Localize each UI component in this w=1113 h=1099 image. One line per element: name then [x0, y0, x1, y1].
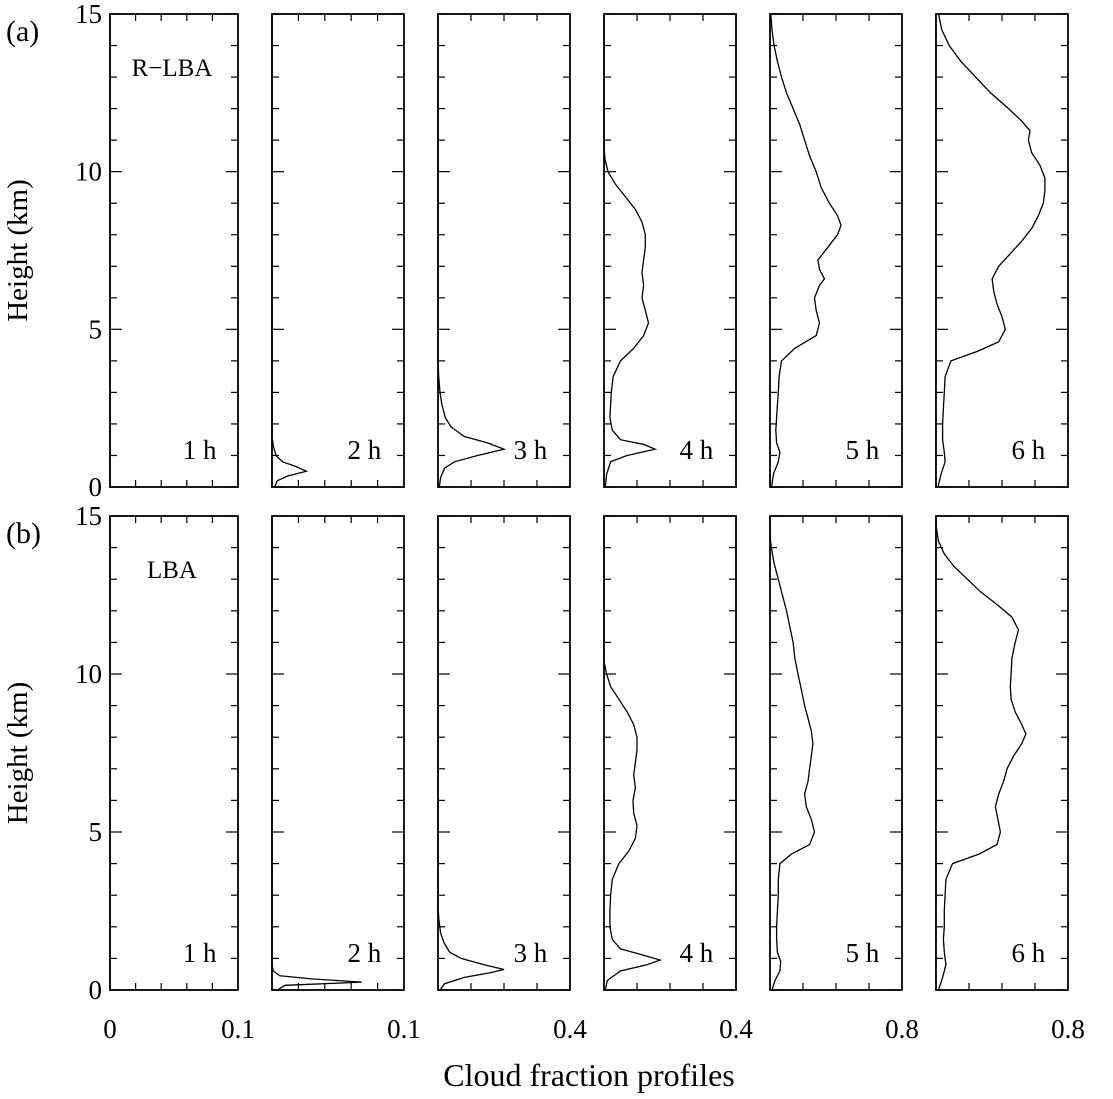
hour-label: 1 h — [183, 938, 217, 968]
hour-label: 3 h — [514, 938, 548, 968]
hour-label: 6 h — [1012, 938, 1046, 968]
x-tick-label: 0.4 — [719, 1014, 753, 1044]
y-tick-label: 5 — [89, 817, 103, 847]
row-title: R−LBA — [132, 55, 213, 82]
panel-b-5h: 5 h — [769, 515, 903, 991]
y-tick-label: 15 — [75, 0, 102, 29]
cloud-fraction-curve — [935, 515, 1027, 991]
axis-ticks — [936, 13, 1068, 488]
x-tick-label: 0.4 — [553, 1014, 587, 1044]
hour-label: 4 h — [680, 938, 714, 968]
y-tick-label: 15 — [75, 501, 102, 531]
panel-a-1h: 1 h — [109, 13, 239, 488]
panel-a-5h: 5 h — [769, 13, 903, 488]
axis-ticks — [936, 515, 1068, 991]
hour-label: 6 h — [1012, 435, 1046, 465]
hour-label: 4 h — [680, 435, 714, 465]
hour-label: 1 h — [183, 435, 217, 465]
cloud-fraction-curve — [271, 14, 309, 488]
row-letter-label: (b) — [6, 517, 41, 550]
y-tick-label: 0 — [89, 975, 103, 1005]
panel-a-2h: 2 h — [271, 13, 405, 488]
y-tick-label: 0 — [89, 472, 103, 502]
axis-ticks — [110, 13, 238, 488]
axis-ticks — [770, 13, 902, 488]
panel-b-2h: 2 h — [271, 515, 405, 991]
axis-ticks — [272, 13, 404, 488]
axis-ticks — [272, 515, 404, 991]
hour-label: 5 h — [846, 435, 880, 465]
cloud-fraction-curve — [937, 13, 1046, 488]
hour-label: 2 h — [348, 435, 382, 465]
row-title: LBA — [147, 557, 197, 584]
x-tick-label: 0 — [103, 1014, 117, 1044]
hour-label: 3 h — [514, 435, 548, 465]
cloud-fraction-curve — [271, 516, 362, 991]
cloud-fraction-curve — [437, 516, 505, 991]
panel-a-3h: 3 h — [437, 13, 571, 488]
cloud-fraction-curve — [603, 14, 658, 488]
x-tick-label: 0.1 — [221, 1014, 255, 1044]
row-a: (a) Height (km) 0 5 10 15 R−LBA 1 h 2 h 3 h 4 h 5 h… — [2, 0, 1069, 502]
x-axis-title: Cloud fraction profiles — [443, 1057, 734, 1093]
y-tick-label: 10 — [75, 659, 102, 689]
panel-b-1h: 1 h — [109, 515, 239, 991]
hour-label: 2 h — [348, 938, 382, 968]
cloud-fraction-curve — [437, 14, 507, 488]
axis-ticks — [604, 515, 736, 991]
panel-b-3h: 3 h — [437, 515, 571, 991]
cloud-fraction-curve — [770, 13, 842, 488]
panel-b-4h: 4 h — [603, 515, 737, 991]
y-tick-label: 10 — [75, 157, 102, 187]
row-letter-label: (a) — [6, 15, 39, 48]
row-b: (b) Height (km) 0 5 10 15 LBA 1 h 2 h 3 h 4 h 5 h 6 … — [2, 501, 1069, 1005]
axis-ticks — [438, 13, 570, 488]
cloud-fraction-curve — [769, 515, 816, 991]
panel-a-6h: 6 h — [935, 13, 1069, 488]
hour-label: 5 h — [846, 938, 880, 968]
panel-b-6h: 6 h — [935, 515, 1069, 991]
y-axis-title: Height (km) — [2, 682, 34, 825]
x-tick-label: 0.8 — [885, 1014, 919, 1044]
axis-ticks — [438, 515, 570, 991]
cloud-fraction-curve — [603, 516, 663, 991]
axis-ticks — [110, 515, 238, 991]
x-tick-label: 0.1 — [387, 1014, 421, 1044]
y-axis-title: Height (km) — [2, 179, 34, 322]
axis-ticks — [604, 13, 736, 488]
x-tick-label: 0.8 — [1051, 1014, 1085, 1044]
panel-a-4h: 4 h — [603, 13, 737, 488]
y-tick-label: 5 — [89, 314, 103, 344]
